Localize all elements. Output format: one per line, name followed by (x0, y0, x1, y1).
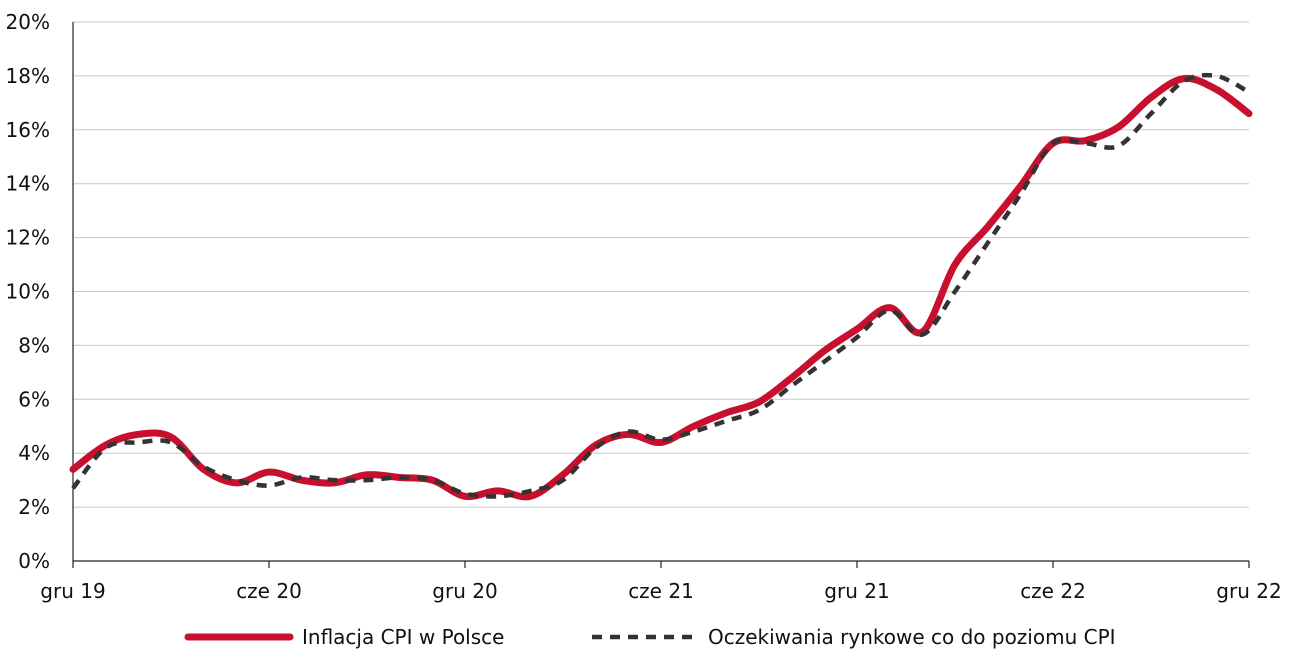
x-tick-label: gru 20 (432, 579, 497, 603)
y-tick-label: 16% (6, 118, 50, 142)
y-tick-label: 14% (6, 172, 50, 196)
x-tick-label: cze 21 (628, 579, 694, 603)
x-axis-tick-labels: gru 19 cze 20 gru 20 cze 21 gru 21 cze 22 gru … (40, 579, 1281, 603)
y-tick-label: 12% (6, 226, 50, 250)
legend-label-market-expectations: Oczekiwania rynkowe co do poziomu CPI (708, 625, 1116, 649)
y-tick-label: 0% (18, 549, 50, 573)
y-tick-label: 20% (6, 10, 50, 34)
series-lines (69, 72, 1253, 501)
y-tick-label: 4% (18, 441, 50, 465)
x-tick-label: cze 20 (236, 579, 302, 603)
x-tick-label: gru 22 (1216, 579, 1281, 603)
x-tick-label: gru 19 (40, 579, 105, 603)
axes (72, 22, 1250, 568)
gridlines (73, 21, 1249, 508)
y-tick-label: 2% (18, 495, 50, 519)
y-tick-label: 18% (6, 64, 50, 88)
x-tick-label: gru 21 (824, 579, 889, 603)
y-tick-label: 10% (6, 280, 50, 304)
legend: Inflacja CPI w Polsce Oczekiwania rynkowe… (184, 625, 1116, 649)
x-tick-label: cze 22 (1020, 579, 1086, 603)
y-tick-label: 8% (18, 333, 50, 357)
y-axis-tick-labels: 0% 2% 4% 6% 8% 10% 12% 14% 16% 18% 20% (6, 10, 50, 573)
series-line-market-expectations (71, 72, 1251, 499)
y-tick-label: 6% (18, 387, 50, 411)
legend-label-cpi-inflation: Inflacja CPI w Polsce (302, 625, 504, 649)
